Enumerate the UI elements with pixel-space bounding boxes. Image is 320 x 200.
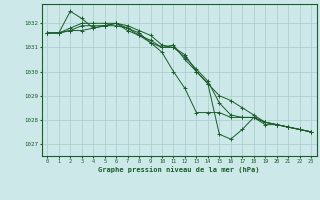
X-axis label: Graphe pression niveau de la mer (hPa): Graphe pression niveau de la mer (hPa) — [99, 166, 260, 173]
